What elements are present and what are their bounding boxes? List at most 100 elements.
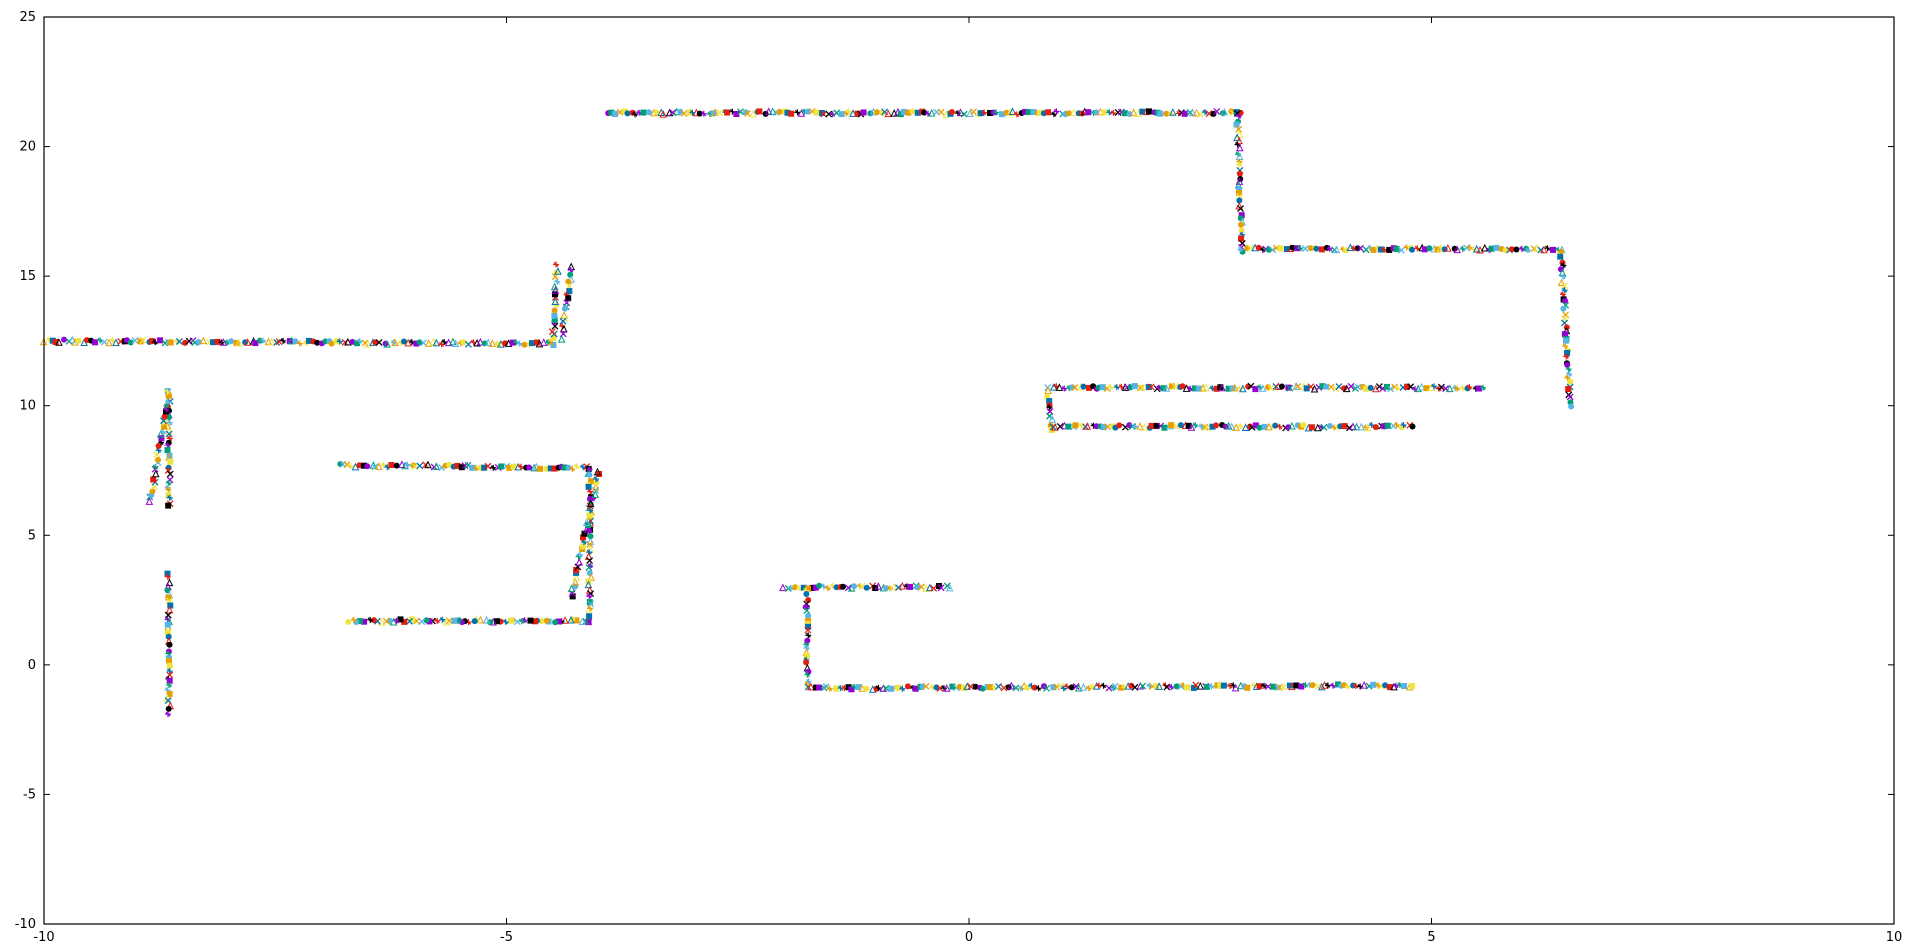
data-point: [1357, 422, 1366, 431]
y-tick-label: -5: [23, 787, 36, 802]
data-point: [1131, 383, 1138, 390]
data-point: [551, 286, 560, 294]
data-point: [1397, 246, 1405, 254]
data-point: [904, 683, 911, 690]
data-point: [804, 108, 811, 115]
data-point: [552, 619, 559, 626]
data-point: [1332, 245, 1341, 254]
data-point: [1384, 383, 1390, 390]
data-point: [1274, 684, 1282, 692]
data-point: [553, 302, 560, 309]
data-point: [547, 465, 554, 472]
data-point: [550, 282, 559, 291]
trajectory-20: [804, 680, 1416, 693]
data-point: [805, 678, 812, 685]
data-point: [151, 469, 160, 478]
data-point: [560, 324, 568, 333]
data-point: [1409, 682, 1416, 689]
data-point: [1012, 684, 1020, 692]
data-point: [565, 295, 572, 302]
data-point: [165, 605, 174, 614]
data-point: [608, 109, 615, 116]
data-point: [1346, 243, 1355, 252]
data-point: [555, 618, 562, 625]
x-tick-label: 0: [965, 930, 973, 945]
data-point: [1163, 110, 1170, 117]
data-point: [1392, 682, 1399, 689]
data-point: [451, 617, 458, 624]
data-point: [1324, 682, 1331, 689]
data-point: [733, 111, 740, 117]
data-point: [426, 618, 433, 625]
data-point: [572, 573, 581, 581]
x-tick-label: -10: [33, 930, 54, 945]
data-point: [838, 111, 845, 118]
data-point: [1550, 246, 1556, 253]
data-point: [490, 464, 497, 471]
data-point: [516, 340, 523, 347]
data-point: [1387, 385, 1394, 393]
data-point: [582, 518, 591, 526]
data-point: [805, 617, 811, 624]
data-point: [527, 617, 534, 624]
data-point: [571, 578, 580, 586]
data-point: [930, 584, 938, 592]
x-tick-label: -5: [500, 930, 513, 945]
data-point: [554, 278, 561, 285]
data-point: [164, 573, 171, 580]
data-point: [995, 683, 1002, 690]
data-point: [551, 317, 558, 323]
data-point: [1557, 253, 1564, 260]
data-point: [1393, 245, 1400, 252]
data-point: [588, 478, 594, 485]
data-point: [1153, 422, 1160, 429]
data-point: [1561, 287, 1568, 294]
data-point: [960, 110, 968, 118]
data-point: [586, 540, 594, 548]
data-point: [645, 109, 652, 116]
data-point: [1218, 383, 1226, 392]
data-point: [1236, 161, 1243, 168]
data-point: [914, 109, 921, 116]
data-point: [493, 618, 500, 625]
data-point: [551, 312, 558, 319]
data-point: [1298, 683, 1305, 690]
data-point: [165, 486, 172, 493]
data-point: [969, 108, 977, 116]
data-point: [383, 340, 391, 348]
data-point: [484, 338, 493, 346]
data-point: [724, 109, 731, 116]
data-point: [807, 682, 815, 691]
data-point: [1319, 383, 1326, 390]
data-point: [1139, 108, 1146, 115]
data-point: [1562, 297, 1569, 304]
data-point: [471, 618, 478, 625]
data-point: [1116, 422, 1123, 429]
data-point: [1352, 422, 1361, 431]
data-point: [1161, 424, 1168, 431]
data-point: [1309, 682, 1316, 689]
data-point: [406, 617, 414, 625]
data-point: [529, 340, 535, 347]
data-point: [784, 109, 791, 116]
data-point: [165, 492, 172, 499]
data-point: [1318, 246, 1325, 253]
data-point: [75, 337, 82, 344]
data-point: [1157, 110, 1164, 117]
data-point: [1347, 382, 1355, 390]
y-tick-label: -10: [15, 917, 36, 932]
data-point: [1286, 384, 1294, 392]
data-point: [1329, 682, 1336, 689]
data-point: [1559, 259, 1566, 266]
data-point: [1561, 331, 1568, 338]
data-point: [434, 617, 441, 624]
data-point: [314, 339, 321, 346]
data-point: [805, 632, 812, 639]
data-point: [1078, 422, 1085, 429]
data-point: [1080, 383, 1087, 390]
data-point: [1560, 273, 1567, 280]
data-point: [484, 462, 492, 470]
trajectory-14: [345, 615, 592, 626]
data-point: [1344, 683, 1351, 690]
data-point: [361, 462, 367, 469]
